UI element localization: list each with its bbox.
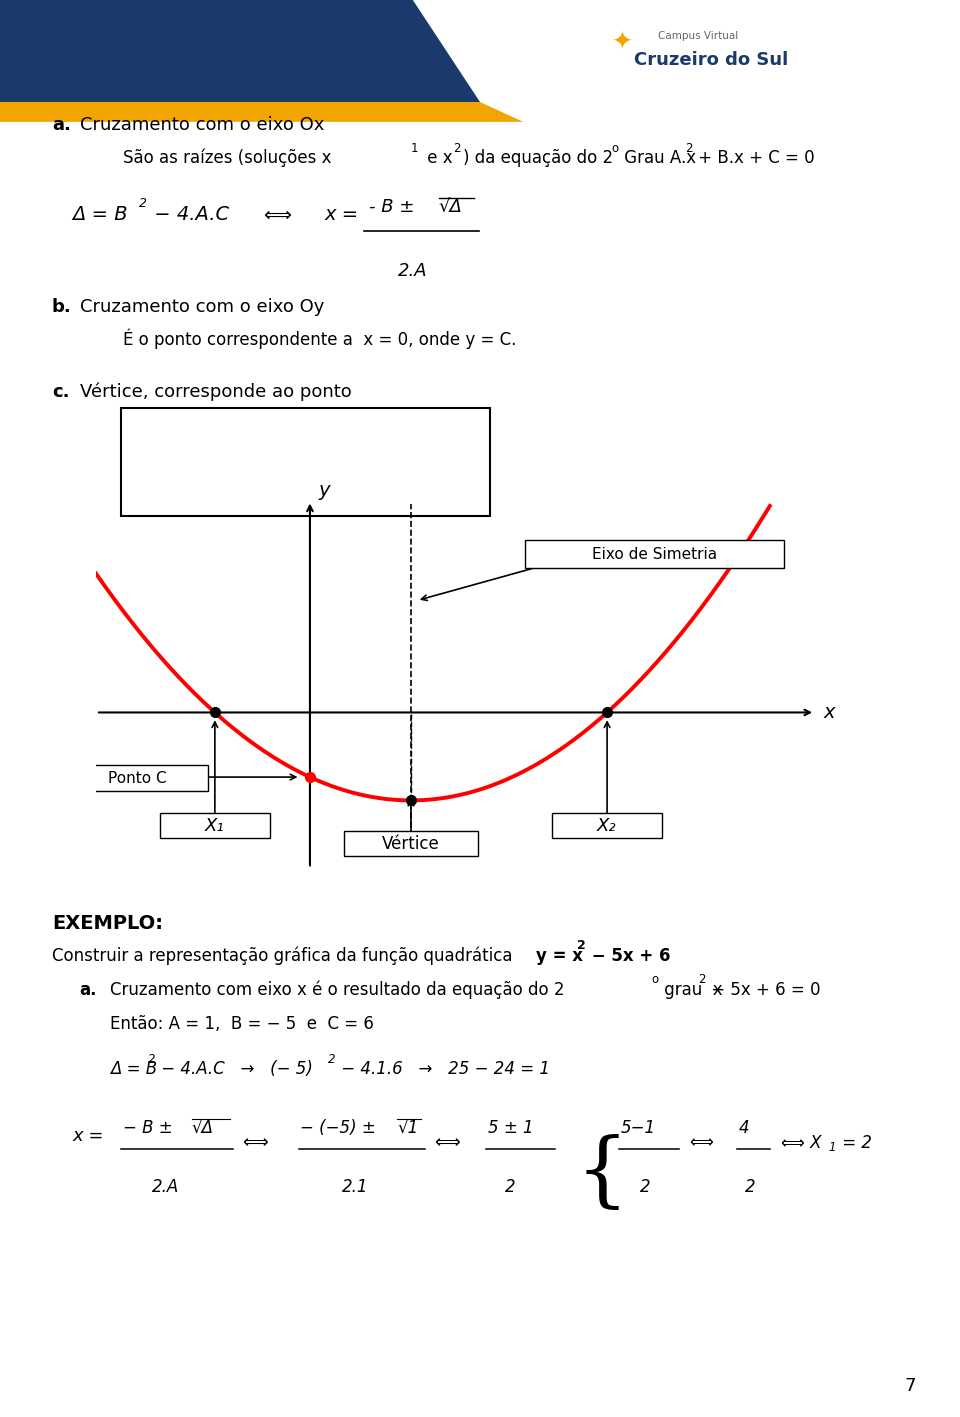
Text: x =: x = bbox=[72, 1127, 104, 1145]
Text: y: y bbox=[319, 480, 330, 500]
Text: a.: a. bbox=[80, 981, 97, 999]
FancyBboxPatch shape bbox=[121, 408, 490, 516]
Text: v: v bbox=[152, 425, 159, 438]
Text: 4.A: 4.A bbox=[317, 485, 344, 503]
Text: c.: c. bbox=[52, 383, 69, 401]
Text: 1: 1 bbox=[411, 142, 419, 154]
Text: o: o bbox=[612, 142, 618, 154]
Text: 5 ± 1: 5 ± 1 bbox=[488, 1119, 534, 1138]
Text: 2: 2 bbox=[148, 1053, 156, 1066]
Text: Cruzamento com eixo x é o resultado da equação do 2: Cruzamento com eixo x é o resultado da e… bbox=[110, 981, 564, 999]
FancyBboxPatch shape bbox=[552, 813, 661, 837]
Text: o: o bbox=[651, 973, 658, 986]
Text: 2: 2 bbox=[745, 1178, 756, 1196]
Text: EXEMPLO:: EXEMPLO: bbox=[52, 914, 163, 932]
Text: É o ponto correspondente a  x = 0, onde y = C.: É o ponto correspondente a x = 0, onde y… bbox=[123, 329, 516, 349]
Text: Vértice: Vértice bbox=[382, 835, 440, 853]
FancyBboxPatch shape bbox=[160, 813, 270, 837]
Text: Vértice, corresponde ao ponto: Vértice, corresponde ao ponto bbox=[80, 383, 351, 401]
FancyBboxPatch shape bbox=[67, 765, 207, 791]
Text: ✦: ✦ bbox=[612, 31, 633, 54]
Text: 1: 1 bbox=[828, 1141, 836, 1153]
Text: v: v bbox=[283, 425, 291, 438]
Text: {: { bbox=[576, 1134, 629, 1213]
Text: 2: 2 bbox=[640, 1178, 651, 1196]
Text: ⟺ X: ⟺ X bbox=[781, 1134, 822, 1152]
Text: = 2: = 2 bbox=[837, 1134, 872, 1152]
Text: 2: 2 bbox=[577, 939, 586, 952]
Text: 5−1: 5−1 bbox=[621, 1119, 657, 1138]
Text: x: x bbox=[824, 703, 835, 723]
Text: Construir a representação gráfica da função quadrática: Construir a representação gráfica da fun… bbox=[52, 947, 517, 965]
Text: a.: a. bbox=[52, 116, 71, 135]
Text: − 4.A.C   →   (− 5): − 4.A.C → (− 5) bbox=[156, 1060, 312, 1078]
Text: y = x: y = x bbox=[536, 947, 583, 965]
Text: b.: b. bbox=[52, 298, 72, 316]
Text: Eixo de Simetria: Eixo de Simetria bbox=[592, 547, 717, 561]
FancyBboxPatch shape bbox=[525, 540, 784, 568]
Text: Ponto C: Ponto C bbox=[108, 771, 167, 786]
Text: Cruzamento com o eixo Ox: Cruzamento com o eixo Ox bbox=[80, 116, 324, 135]
Text: ) da equação do 2: ) da equação do 2 bbox=[463, 149, 612, 167]
Text: e x: e x bbox=[422, 149, 453, 167]
Text: ⟺: ⟺ bbox=[242, 1134, 268, 1152]
Text: 2: 2 bbox=[505, 1178, 516, 1196]
Text: ⟺: ⟺ bbox=[434, 1134, 460, 1152]
Text: 2.A: 2.A bbox=[397, 262, 427, 281]
Text: 2: 2 bbox=[698, 973, 706, 986]
Text: X: X bbox=[136, 419, 150, 438]
Text: Cruzamento com o eixo Oy: Cruzamento com o eixo Oy bbox=[80, 298, 324, 316]
Text: ;: ; bbox=[248, 419, 254, 438]
Text: Cruzeiro do Sul: Cruzeiro do Sul bbox=[634, 51, 788, 69]
Text: Então: A = 1,  B = − 5  e  C = 6: Então: A = 1, B = − 5 e C = 6 bbox=[110, 1015, 374, 1033]
Text: =   − B: = − B bbox=[160, 419, 231, 438]
Text: ⟺: ⟺ bbox=[689, 1134, 713, 1152]
Text: 4: 4 bbox=[739, 1119, 750, 1138]
Text: 7: 7 bbox=[904, 1377, 916, 1394]
Text: 2: 2 bbox=[328, 1053, 336, 1066]
Text: − 5x + 6: − 5x + 6 bbox=[586, 947, 670, 965]
Text: − 5x + 6 = 0: − 5x + 6 = 0 bbox=[706, 981, 820, 999]
FancyBboxPatch shape bbox=[345, 830, 477, 856]
Text: Δ = B: Δ = B bbox=[110, 1060, 157, 1078]
Text: √Δ: √Δ bbox=[439, 198, 463, 217]
Text: 2.A: 2.A bbox=[152, 1178, 179, 1196]
Text: X₂: X₂ bbox=[597, 816, 617, 835]
Text: grau  x: grau x bbox=[659, 981, 722, 999]
Polygon shape bbox=[0, 102, 523, 122]
Text: Δ = B: Δ = B bbox=[72, 205, 128, 224]
Text: Y: Y bbox=[267, 419, 280, 438]
Text: − (−5) ±: − (−5) ± bbox=[300, 1119, 381, 1138]
Text: 2: 2 bbox=[453, 142, 461, 154]
Text: √Δ: √Δ bbox=[192, 1119, 214, 1138]
Text: =   − Δ: = − Δ bbox=[292, 419, 363, 438]
Text: + B.x + C = 0: + B.x + C = 0 bbox=[693, 149, 815, 167]
Text: x =: x = bbox=[324, 205, 359, 224]
Text: − 4.1.6   →   25 − 24 = 1: − 4.1.6 → 25 − 24 = 1 bbox=[336, 1060, 550, 1078]
Text: 2: 2 bbox=[139, 197, 147, 210]
Text: − B ±: − B ± bbox=[123, 1119, 178, 1138]
Text: √1: √1 bbox=[397, 1119, 419, 1138]
Polygon shape bbox=[0, 0, 480, 102]
Text: 2.A: 2.A bbox=[182, 485, 209, 503]
Text: 2.1: 2.1 bbox=[342, 1178, 369, 1196]
Text: São as raízes (soluções x: São as raízes (soluções x bbox=[123, 149, 331, 167]
Text: − 4.A.C: − 4.A.C bbox=[148, 205, 229, 224]
Text: - B ±: - B ± bbox=[369, 198, 420, 217]
Text: ⟺: ⟺ bbox=[263, 205, 291, 224]
Text: Campus Virtual: Campus Virtual bbox=[658, 31, 738, 41]
Text: Grau A.x: Grau A.x bbox=[619, 149, 696, 167]
Text: X₁: X₁ bbox=[205, 816, 225, 835]
Text: 2: 2 bbox=[685, 142, 693, 154]
